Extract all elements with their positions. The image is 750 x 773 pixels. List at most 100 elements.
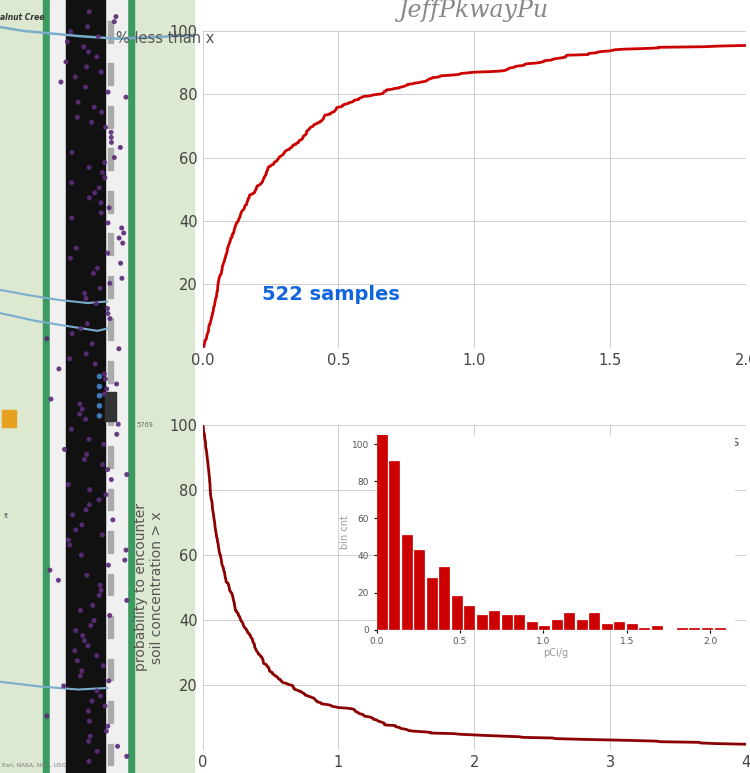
Point bbox=[120, 91, 132, 104]
Point bbox=[99, 156, 111, 169]
Point bbox=[80, 503, 92, 516]
Point bbox=[116, 222, 128, 234]
Point bbox=[58, 679, 70, 692]
Point bbox=[74, 398, 86, 410]
Point bbox=[93, 182, 105, 194]
Bar bbox=[105, 392, 116, 421]
Point bbox=[83, 433, 95, 445]
Point bbox=[104, 312, 116, 325]
Point bbox=[53, 363, 65, 375]
Point bbox=[104, 609, 116, 621]
Point bbox=[76, 665, 88, 677]
Point bbox=[92, 31, 104, 43]
Point bbox=[97, 529, 109, 541]
Point bbox=[82, 755, 94, 768]
Text: alnut Cree: alnut Cree bbox=[0, 13, 44, 22]
Text: 5769: 5769 bbox=[136, 422, 153, 427]
Point bbox=[76, 519, 88, 531]
Point bbox=[100, 489, 112, 501]
Point bbox=[103, 675, 115, 687]
Bar bbox=[108, 318, 112, 340]
Bar bbox=[108, 744, 112, 765]
Point bbox=[106, 136, 118, 148]
Point bbox=[118, 226, 130, 239]
Point bbox=[98, 659, 109, 672]
Point bbox=[70, 524, 82, 536]
Point bbox=[117, 237, 129, 249]
Point bbox=[69, 645, 81, 657]
Point bbox=[88, 615, 100, 627]
Point bbox=[102, 463, 114, 475]
Point bbox=[81, 318, 93, 330]
Point bbox=[94, 282, 106, 295]
Point bbox=[78, 453, 90, 465]
Point bbox=[112, 418, 125, 431]
Bar bbox=[108, 574, 112, 595]
Point bbox=[94, 579, 106, 591]
Point bbox=[116, 272, 128, 284]
Point bbox=[86, 338, 98, 350]
Point bbox=[78, 635, 90, 647]
Point bbox=[100, 383, 112, 395]
Point bbox=[86, 695, 98, 707]
Point bbox=[80, 413, 92, 425]
Bar bbox=[108, 701, 112, 723]
Text: Esri, NASA, NGA, USG: Esri, NASA, NGA, USG bbox=[2, 763, 66, 768]
Title: JeffPkwayPu: JeffPkwayPu bbox=[399, 0, 550, 22]
Point bbox=[60, 56, 72, 68]
Point bbox=[71, 655, 83, 667]
Point bbox=[98, 388, 110, 400]
Point bbox=[121, 750, 133, 762]
Bar bbox=[108, 148, 112, 170]
Bar bbox=[108, 21, 112, 43]
Point bbox=[81, 448, 93, 461]
Bar bbox=[108, 361, 112, 383]
Text: 522 samples: 522 samples bbox=[651, 435, 740, 449]
Point bbox=[104, 278, 116, 290]
Point bbox=[105, 131, 117, 144]
Point bbox=[91, 51, 103, 63]
Point bbox=[103, 559, 115, 571]
Point bbox=[115, 257, 127, 270]
Point bbox=[91, 685, 103, 697]
Point bbox=[53, 574, 64, 587]
Point bbox=[120, 544, 132, 557]
Bar bbox=[127, 0, 134, 773]
Point bbox=[98, 368, 110, 380]
Point bbox=[121, 594, 133, 607]
Point bbox=[89, 358, 101, 370]
Point bbox=[75, 549, 87, 561]
Point bbox=[93, 493, 105, 506]
Point bbox=[69, 71, 81, 83]
Point bbox=[80, 61, 92, 73]
Point bbox=[83, 715, 95, 727]
Text: ft: ft bbox=[4, 513, 9, 519]
Text: 522 samples: 522 samples bbox=[262, 285, 400, 305]
Point bbox=[96, 106, 108, 118]
Bar bbox=[108, 659, 112, 680]
Point bbox=[92, 262, 104, 274]
Point bbox=[66, 212, 78, 224]
Bar bbox=[108, 106, 112, 128]
Point bbox=[95, 196, 107, 209]
Point bbox=[74, 669, 86, 682]
Bar bbox=[2, 410, 16, 427]
Point bbox=[40, 710, 53, 722]
Point bbox=[94, 400, 106, 412]
Point bbox=[110, 11, 122, 23]
Bar bbox=[108, 531, 112, 553]
Point bbox=[82, 46, 94, 58]
Point bbox=[85, 619, 97, 632]
Point bbox=[92, 745, 104, 758]
Point bbox=[88, 267, 100, 280]
Point bbox=[99, 172, 111, 184]
Point bbox=[90, 298, 102, 310]
Point bbox=[108, 15, 120, 28]
Point bbox=[94, 410, 106, 422]
Point bbox=[70, 242, 82, 254]
Point bbox=[79, 288, 91, 300]
Point bbox=[82, 705, 94, 717]
Point bbox=[88, 186, 101, 199]
Point bbox=[86, 116, 98, 128]
Point bbox=[118, 554, 130, 567]
